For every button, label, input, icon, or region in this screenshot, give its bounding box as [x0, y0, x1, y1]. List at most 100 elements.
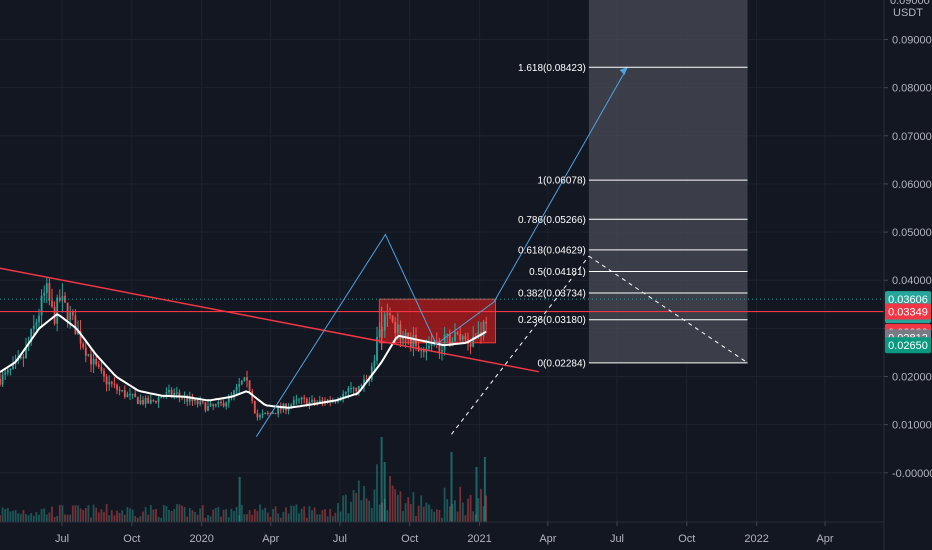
volume-bar [225, 509, 228, 522]
volume-bar [116, 510, 118, 522]
time-tick-label: 2020 [189, 533, 213, 545]
volume-bar [394, 489, 397, 522]
price-tick-label: 0.02000 [892, 371, 932, 383]
candle [134, 393, 137, 398]
volume-bar [186, 516, 189, 522]
volume-bar [412, 492, 415, 522]
candle [110, 381, 113, 384]
volume-bar [243, 514, 246, 522]
price-tick-label: 0.08000 [892, 83, 932, 95]
candle [227, 395, 230, 403]
volume-bar [136, 517, 139, 522]
candle [136, 397, 139, 404]
price-axis[interactable]: 0.09000 0.08000 0.07000 0.06000 0.05000 0.040… [883, 0, 932, 550]
volume-bar [253, 509, 256, 522]
volume-bar [35, 512, 38, 522]
fib-projection-zone [588, 0, 748, 363]
volume-bar [71, 505, 74, 522]
volume-bar [126, 507, 129, 522]
candle [342, 393, 345, 399]
candle [386, 313, 389, 315]
moving-average [0, 313, 487, 409]
volume-bar [251, 514, 254, 522]
candle [464, 336, 467, 340]
candle [188, 396, 191, 402]
time-tick-label: Jul [55, 533, 69, 545]
candle [58, 297, 61, 301]
candle [355, 387, 358, 392]
grid [0, 0, 884, 522]
volume-bar [100, 509, 103, 522]
volume-bar [264, 507, 267, 522]
candle [74, 315, 77, 335]
volume-bar [69, 514, 72, 522]
volume-bar [90, 517, 92, 522]
volume-bar [40, 509, 43, 522]
volume-bar [266, 512, 269, 522]
volume-bar [277, 513, 280, 522]
candle [448, 333, 451, 347]
candle [365, 379, 368, 381]
volume-bar [214, 507, 217, 522]
candle [160, 397, 163, 399]
price-badge-label: 0.03606 [888, 294, 928, 306]
candle [396, 324, 399, 334]
candle [295, 399, 298, 401]
time-tick-label: Apr [816, 533, 833, 545]
volume-bar [448, 506, 451, 522]
time-axis[interactable]: Jul Oct 2020 Apr Jul Oct 2021 Apr Jul Oct 2022 Apr [0, 521, 884, 545]
volume-bar [391, 485, 394, 522]
volume-bar [144, 507, 147, 522]
currency-label[interactable]: USDT [893, 7, 923, 19]
volume-bar [409, 504, 412, 522]
volume-bar [240, 504, 243, 522]
candle [389, 313, 391, 316]
volume-bar [6, 508, 9, 522]
volume-bar [350, 501, 352, 522]
candle [292, 400, 295, 405]
volume-bar [287, 513, 290, 522]
candle [204, 402, 207, 411]
volume-bar [84, 508, 87, 522]
volume-bar [157, 516, 160, 522]
volume-bar [360, 500, 363, 522]
volume-spike [380, 437, 383, 522]
candle [220, 402, 222, 404]
candle [391, 315, 394, 322]
candle [363, 379, 365, 385]
candle [290, 404, 293, 408]
volume-bar [396, 494, 399, 522]
volume-bar [207, 515, 209, 522]
candle [243, 377, 246, 382]
price-tick-label: 0.05000 [892, 227, 932, 239]
candle [438, 340, 441, 352]
volume-bar [160, 517, 163, 522]
candle [300, 397, 303, 400]
volume-bar [342, 495, 345, 522]
volume-bar [17, 513, 20, 522]
ma-line [0, 313, 487, 409]
volume-bar [235, 506, 238, 522]
candle [48, 283, 51, 301]
candle [105, 376, 108, 385]
candle [121, 390, 124, 392]
candle [415, 334, 417, 347]
candle [446, 333, 449, 335]
fib-level-label: 0.618(0.04629) [518, 245, 586, 256]
candle [103, 370, 105, 377]
candle [269, 413, 272, 415]
candle [201, 401, 204, 403]
volume-bar [282, 512, 285, 522]
price-tick-label: 0.01000 [892, 420, 932, 432]
candle [313, 399, 316, 403]
volume-bar [272, 509, 274, 522]
volume-bar [389, 476, 391, 522]
volume-bar [435, 509, 438, 522]
volume-spike [238, 477, 241, 522]
candle [0, 378, 1, 385]
candle [318, 400, 321, 403]
volume-bar [422, 506, 425, 522]
candle [274, 413, 277, 415]
volume-bar [261, 509, 264, 522]
